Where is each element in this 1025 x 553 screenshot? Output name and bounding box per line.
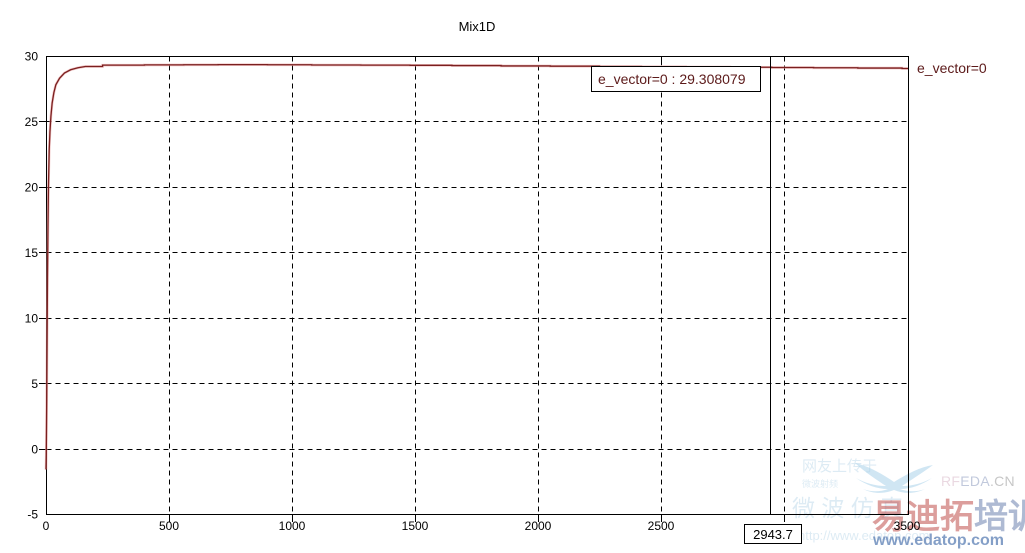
svg-text:3500: 3500 [894,519,921,533]
svg-text:15: 15 [25,246,39,260]
svg-text:e_vector=0 : 29.308079: e_vector=0 : 29.308079 [598,71,746,87]
svg-text:RFEDA.CN: RFEDA.CN [941,473,1015,489]
svg-text:-5: -5 [27,508,38,522]
svg-text:微波射频: 微波射频 [802,478,838,489]
svg-text:www.edatop.com: www.edatop.com [872,532,1004,549]
svg-text:0: 0 [31,443,38,457]
svg-text:10: 10 [25,312,39,326]
svg-text:5: 5 [31,377,38,391]
svg-text:Mix1D: Mix1D [459,19,496,34]
svg-text:30: 30 [25,50,39,64]
svg-text:1000: 1000 [279,519,306,533]
svg-text:25: 25 [25,115,39,129]
svg-text:20: 20 [25,181,39,195]
svg-text:2943.7: 2943.7 [753,527,793,542]
svg-text:500: 500 [159,519,179,533]
svg-text:0: 0 [43,519,50,533]
svg-text:2500: 2500 [648,519,675,533]
svg-text:e_vector=0: e_vector=0 [917,60,987,76]
svg-text:1500: 1500 [402,519,429,533]
svg-text:2000: 2000 [525,519,552,533]
